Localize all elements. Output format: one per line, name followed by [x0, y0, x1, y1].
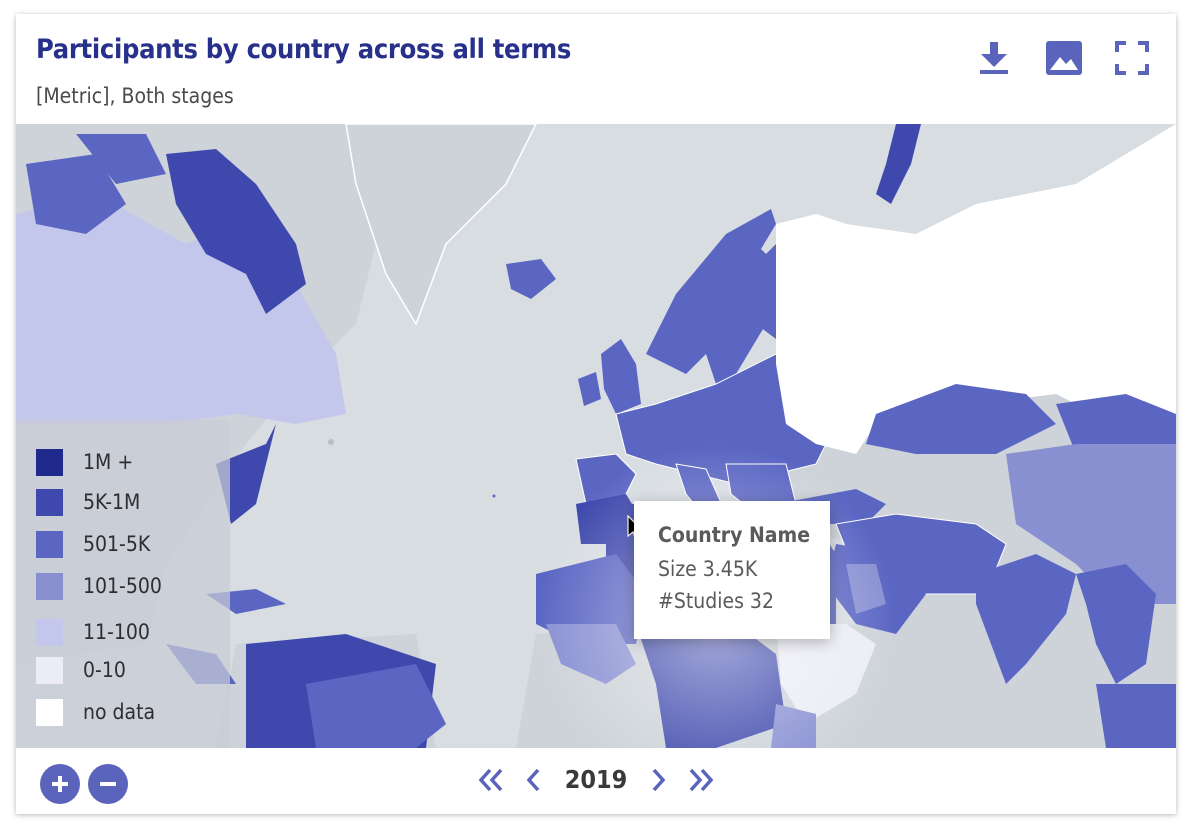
tooltip-country-name: Country Name — [658, 523, 811, 547]
image-icon — [1046, 41, 1082, 75]
legend-item: 501-5K — [36, 530, 150, 558]
usa-east — [216, 424, 276, 524]
zoom-out-button[interactable] — [88, 764, 128, 804]
svalbard — [876, 124, 921, 204]
zoom-in-button[interactable] — [40, 764, 80, 804]
brazil — [306, 664, 446, 748]
mongolia — [1056, 394, 1176, 454]
fullscreen-button[interactable] — [1112, 38, 1152, 78]
southeast-asia — [1076, 564, 1156, 684]
double-chevron-left-icon — [478, 768, 503, 792]
arctic-islands — [166, 149, 306, 314]
legend-label: 1M + — [83, 450, 134, 474]
legend-item: no data — [36, 698, 155, 726]
legend-item: 1M + — [36, 448, 133, 476]
sweden — [706, 244, 776, 384]
tooltip-studies: #Studies 32 — [658, 589, 774, 613]
legend-swatch — [36, 572, 63, 600]
legend-item: 5K-1M — [36, 488, 140, 516]
arctic-islands-west — [26, 154, 126, 234]
map-legend: 1M + 5K-1M 501-5K 101-500 11-100 0-10 — [16, 420, 230, 748]
china — [1006, 444, 1176, 604]
arctic-islands-north — [76, 134, 166, 184]
legend-swatch — [36, 618, 63, 646]
ireland — [578, 372, 601, 406]
plus-icon — [52, 776, 68, 792]
minus-icon — [100, 782, 116, 786]
download-icon — [980, 42, 1008, 74]
next-year-button[interactable] — [646, 762, 670, 798]
year-label: 2019 — [564, 765, 628, 794]
tooltip-size: Size 3.45K — [658, 557, 758, 581]
legend-swatch — [36, 448, 63, 476]
greenland — [345, 124, 537, 326]
download-button[interactable] — [974, 38, 1014, 78]
legend-item: 101-500 — [36, 572, 162, 600]
chart-subtitle: [Metric], Both stages — [36, 84, 234, 108]
legend-swatch — [36, 698, 63, 726]
india — [976, 554, 1076, 684]
russia — [776, 124, 1176, 454]
kazakhstan — [866, 384, 1056, 454]
indonesia — [1096, 684, 1176, 748]
chevron-left-icon — [526, 768, 540, 792]
uk — [601, 339, 641, 414]
map-footer: 2019 — [16, 748, 1176, 814]
country-tooltip: Country Name Size 3.45K #Studies 32 — [634, 501, 830, 639]
legend-label: no data — [83, 700, 156, 724]
legend-label: 501-5K — [83, 532, 151, 556]
legend-swatch — [36, 488, 63, 516]
world-map[interactable]: 1M + 5K-1M 501-5K 101-500 11-100 0-10 — [16, 124, 1176, 748]
legend-label: 0-10 — [83, 658, 126, 682]
chart-card: Participants by country across all terms… — [16, 14, 1176, 814]
choropleth-map[interactable] — [16, 124, 1176, 748]
prev-year-button[interactable] — [522, 762, 546, 798]
legend-swatch — [36, 656, 63, 684]
fullscreen-icon — [1115, 41, 1149, 75]
chevron-right-icon — [652, 768, 666, 792]
last-year-button[interactable] — [684, 762, 718, 798]
iceland — [506, 259, 556, 299]
double-chevron-right-icon — [689, 768, 714, 792]
norway — [646, 209, 776, 374]
legend-label: 5K-1M — [83, 490, 141, 514]
legend-item: 0-10 — [36, 656, 126, 684]
legend-swatch — [36, 530, 63, 558]
legend-label: 101-500 — [83, 574, 162, 598]
legend-item: 11-100 — [36, 618, 150, 646]
chart-title: Participants by country across all terms — [36, 34, 572, 65]
first-year-button[interactable] — [474, 762, 508, 798]
export-image-button[interactable] — [1044, 38, 1084, 78]
legend-label: 11-100 — [83, 620, 150, 644]
